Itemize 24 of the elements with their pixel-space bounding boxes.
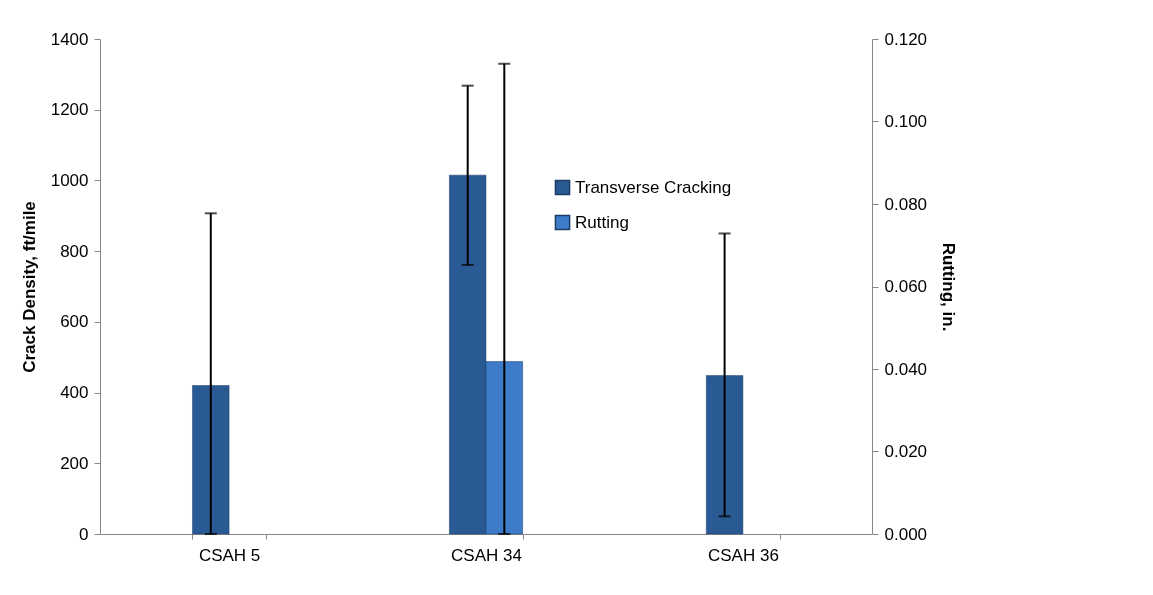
y2-axis-title: Rutting, in. bbox=[939, 242, 959, 332]
x-tick-label: CSAH 36 bbox=[707, 545, 779, 565]
y2-tick-label: 0.100 bbox=[884, 112, 928, 131]
bar bbox=[706, 375, 744, 535]
y-tick-label: 0 bbox=[79, 524, 89, 544]
y2-tick-label: 0.020 bbox=[884, 442, 928, 461]
y-tick-label: 1400 bbox=[50, 29, 89, 49]
bar bbox=[192, 385, 230, 535]
y-tick-label: 400 bbox=[60, 383, 89, 403]
y2-tick-label: 0.000 bbox=[884, 524, 928, 544]
y-tick-label: 1200 bbox=[50, 100, 89, 120]
y-axis-title: Crack Density, ft/mile bbox=[19, 201, 39, 373]
legend-label: Rutting bbox=[575, 212, 629, 232]
x-tick-label: CSAH 5 bbox=[198, 545, 261, 565]
y-tick-label: 600 bbox=[60, 312, 89, 332]
x-tick-label: CSAH 34 bbox=[451, 545, 522, 565]
y-tick-label: 1000 bbox=[50, 170, 89, 190]
y2-tick-label: 0.060 bbox=[884, 277, 928, 296]
legend-label: Transverse Cracking bbox=[575, 177, 732, 197]
y2-tick-label: 0.040 bbox=[884, 359, 928, 379]
y2-tick-label: 0.080 bbox=[884, 194, 928, 214]
y-tick-label: 200 bbox=[60, 453, 89, 473]
y2-tick-label: 0.120 bbox=[884, 29, 928, 49]
y-tick-label: 800 bbox=[60, 241, 89, 261]
